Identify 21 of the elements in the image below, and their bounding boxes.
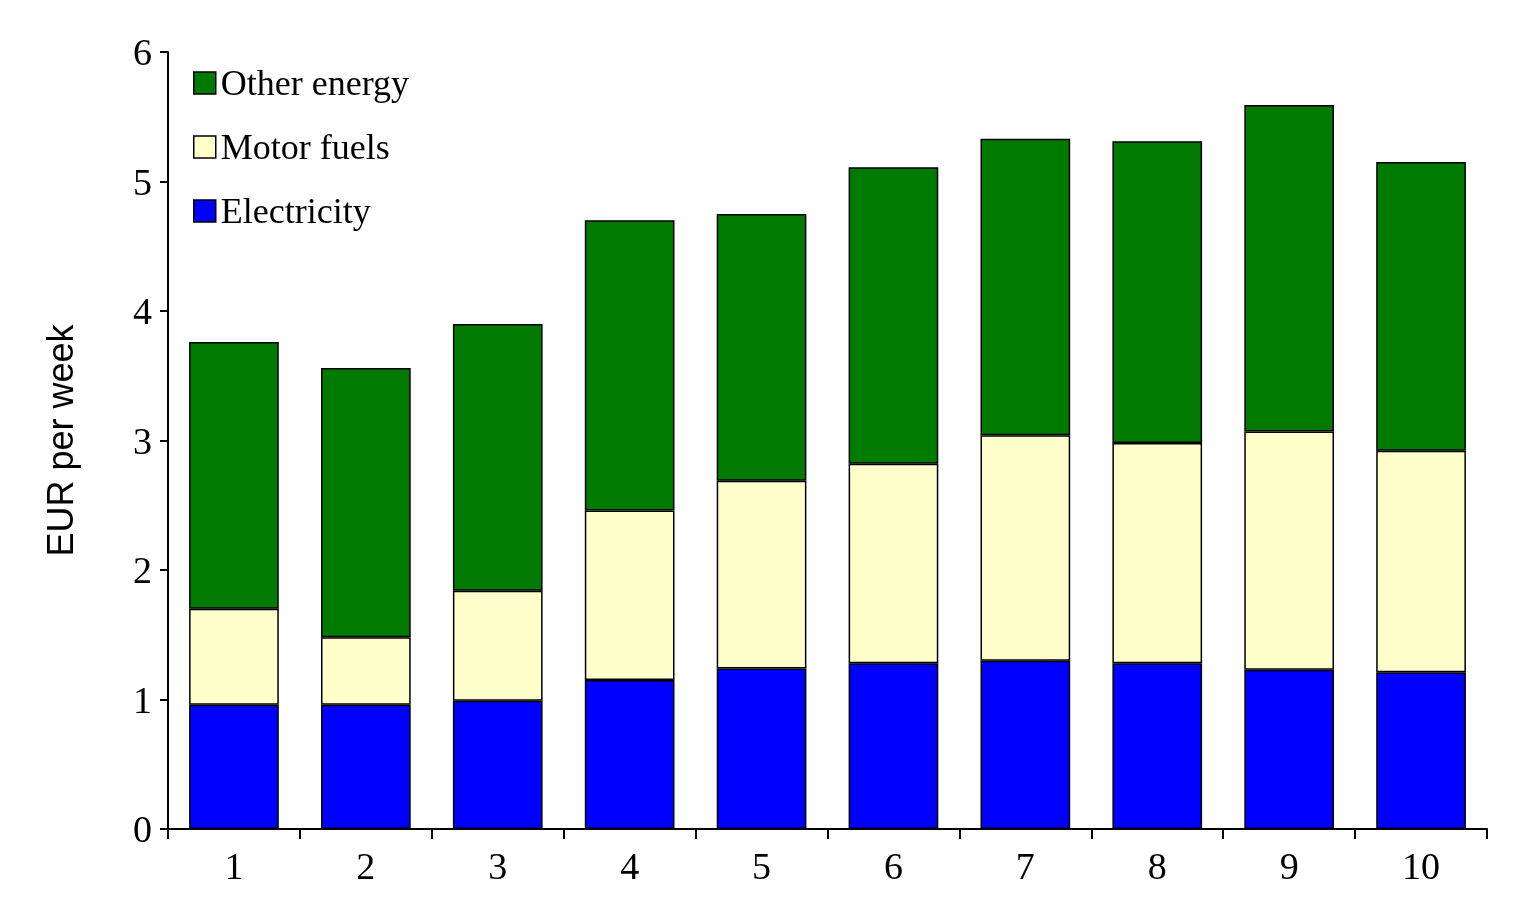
x-tick-label: 4 (620, 845, 640, 887)
legend-label: Electricity (220, 191, 371, 231)
x-tick-label: 10 (1402, 845, 1441, 887)
y-axis-title: EUR per week (39, 323, 81, 557)
x-tick-label: 7 (1015, 845, 1035, 887)
x-tick-label: 3 (488, 845, 508, 887)
y-tick-label: 1 (133, 678, 152, 721)
y-tick-label: 2 (133, 549, 152, 591)
legend-label: Motor fuels (220, 127, 390, 167)
y-tick-label: 6 (133, 31, 152, 73)
x-tick-label: 6 (883, 845, 903, 887)
x-tick-label: 8 (1147, 845, 1167, 887)
y-tick-label: 5 (133, 160, 152, 203)
y-tick-label: 4 (133, 290, 152, 332)
legend-label: Other energy (220, 63, 410, 103)
x-tick-label: 2 (356, 845, 376, 887)
x-tick-label: 9 (1279, 845, 1299, 887)
x-tick-label: 1 (224, 845, 244, 887)
x-tick-label: 5 (752, 845, 772, 887)
y-tick-label: 0 (133, 808, 152, 850)
y-tick-label: 3 (133, 419, 152, 462)
